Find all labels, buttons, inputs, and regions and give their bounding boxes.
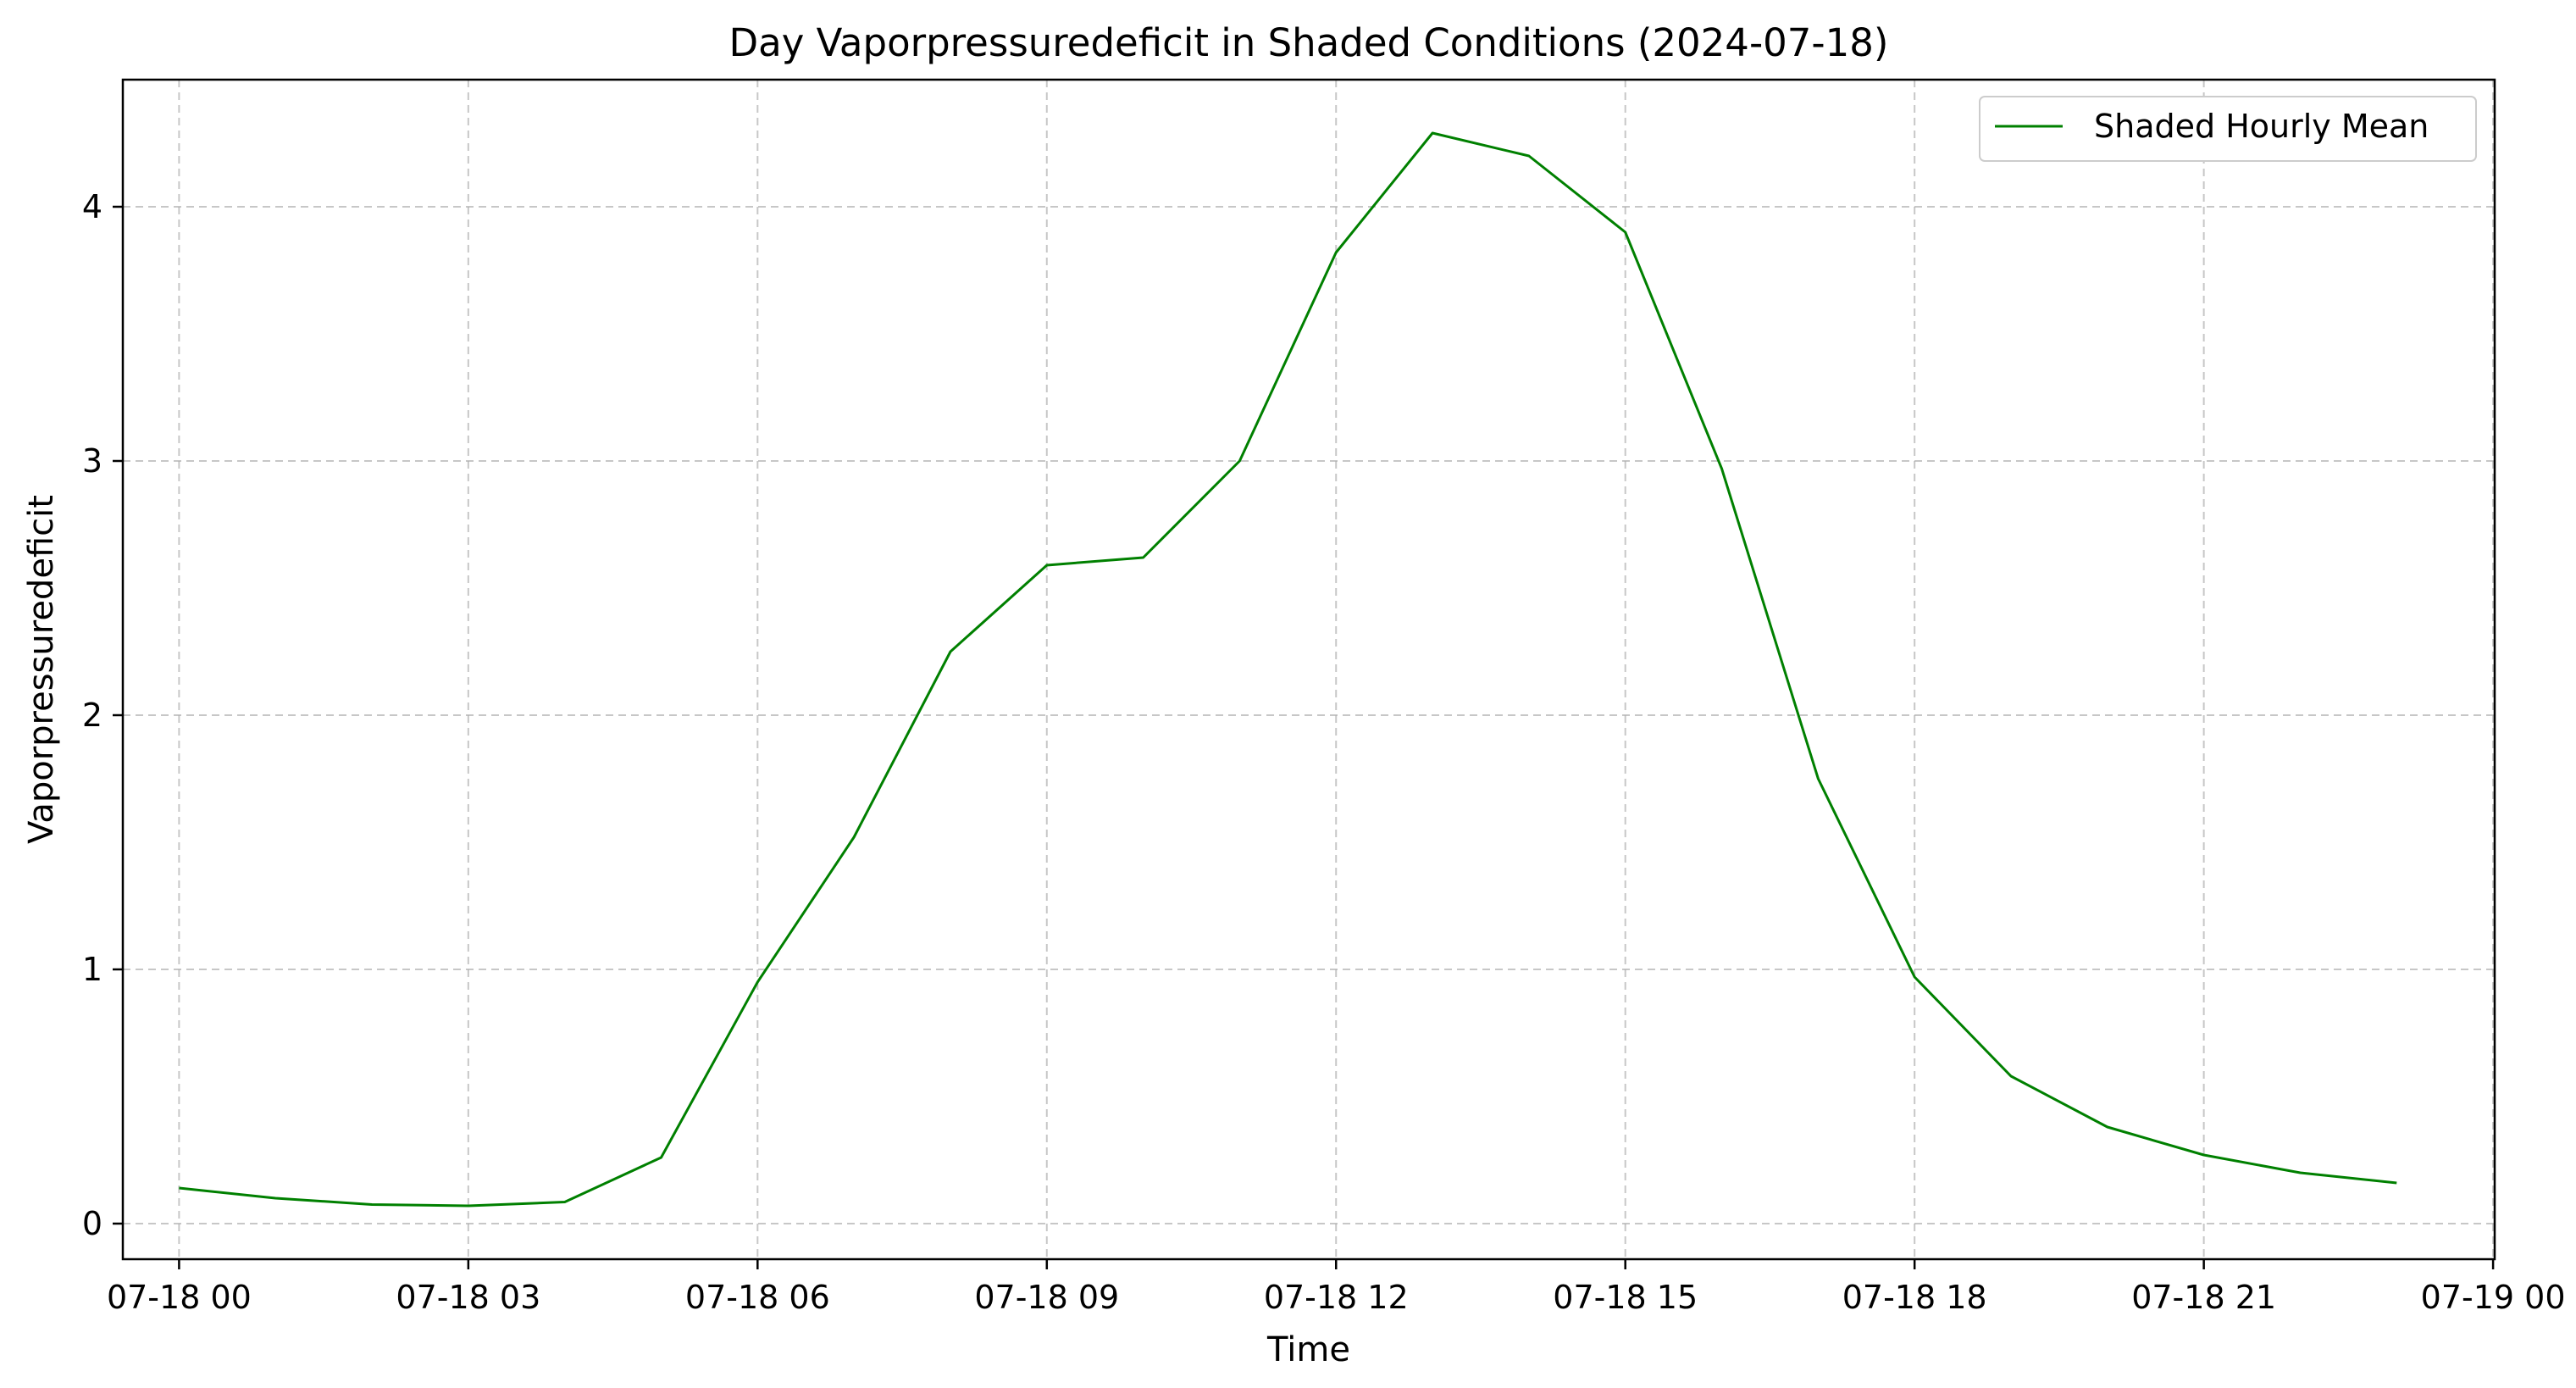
x-tick-label: 07-18 15 bbox=[1553, 1279, 1698, 1316]
legend-label: Shaded Hourly Mean bbox=[2094, 108, 2429, 145]
grid bbox=[123, 80, 2495, 1259]
y-tick-label: 0 bbox=[82, 1205, 102, 1242]
legend-box bbox=[1979, 96, 2477, 162]
x-tick-label: 07-19 00 bbox=[2421, 1279, 2566, 1316]
x-tick-label: 07-18 00 bbox=[107, 1279, 252, 1316]
y-axis-label: Vaporpressuredeficit bbox=[22, 495, 61, 844]
y-tick-label: 4 bbox=[82, 188, 102, 225]
series-layer bbox=[179, 131, 2397, 1208]
y-tick-label: 3 bbox=[82, 442, 102, 480]
chart-title: Day Vaporpressuredeficit in Shaded Condi… bbox=[728, 20, 1888, 65]
series-line-shaded-hourly-mean bbox=[179, 131, 2397, 1208]
y-tick-label: 2 bbox=[82, 697, 102, 734]
x-tick-label: 07-18 21 bbox=[2131, 1279, 2276, 1316]
legend: Shaded Hourly Mean bbox=[1979, 96, 2477, 162]
x-axis-label: Time bbox=[1266, 1330, 1350, 1369]
x-tick-label: 07-18 03 bbox=[396, 1279, 540, 1316]
x-tick-label: 07-18 09 bbox=[974, 1279, 1119, 1316]
plot-frame bbox=[121, 78, 2496, 1261]
y-axis-ticks: 0 1 2 3 4 bbox=[82, 188, 123, 1242]
x-tick-label: 07-18 12 bbox=[1264, 1279, 1409, 1316]
x-tick-label: 07-18 06 bbox=[685, 1279, 830, 1316]
x-axis-ticks: 07-18 00 07-18 03 07-18 06 07-18 09 07-18 12… bbox=[107, 1259, 2566, 1316]
x-tick-label: 07-18 18 bbox=[1842, 1279, 1987, 1316]
y-tick-label: 1 bbox=[82, 951, 102, 988]
